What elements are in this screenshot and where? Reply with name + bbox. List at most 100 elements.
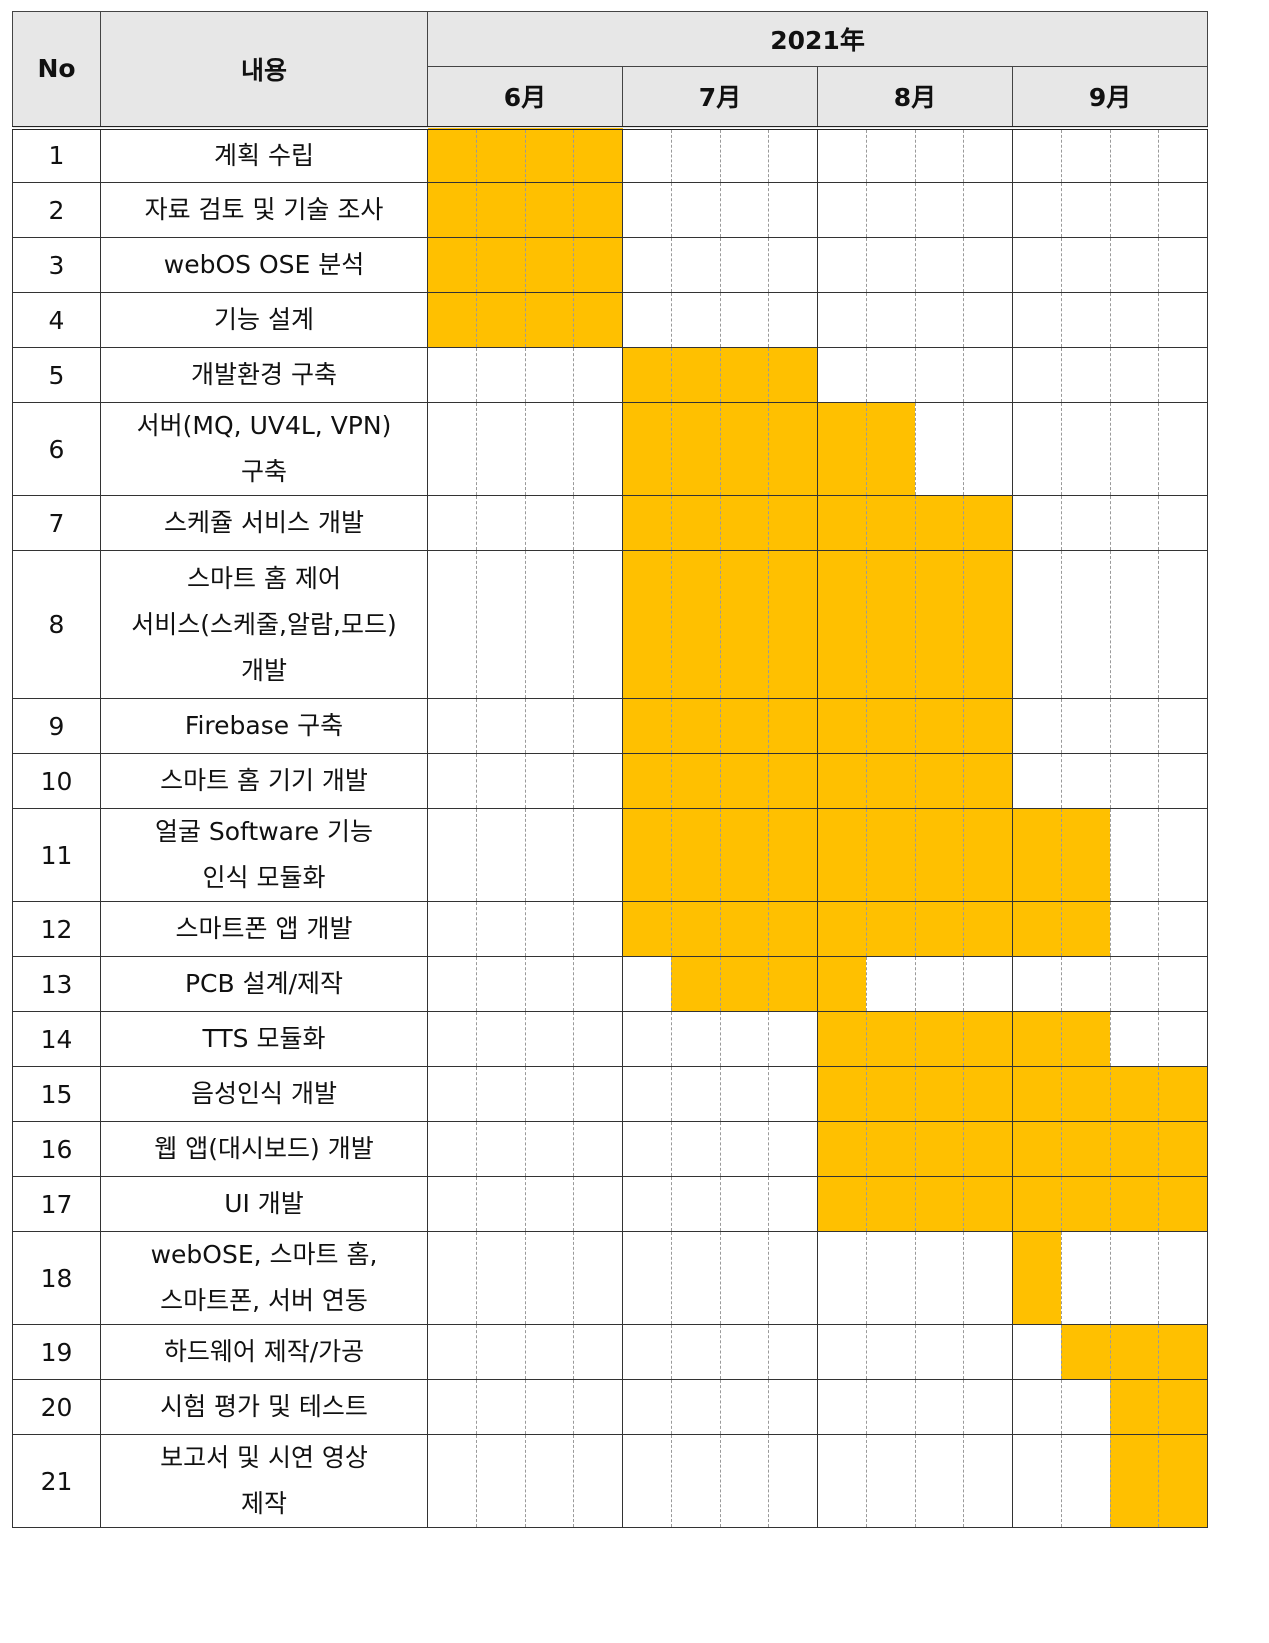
schedule-cell <box>963 1434 1013 1528</box>
schedule-cell <box>1109 1066 1159 1122</box>
schedule-cell <box>865 956 915 1012</box>
schedule-cell <box>865 808 915 902</box>
schedule-cell <box>865 1231 915 1325</box>
schedule-cell <box>914 1324 964 1380</box>
schedule-cell <box>1109 753 1159 809</box>
schedule-cell <box>817 1231 867 1325</box>
schedule-cell <box>963 808 1013 902</box>
schedule-cell <box>622 1176 672 1232</box>
schedule-cell <box>963 1379 1013 1435</box>
task-row: 21 보고서 및 시연 영상 제작 <box>12 1434 1209 1528</box>
schedule-cell <box>1012 495 1062 551</box>
task-row: 20 시험 평가 및 테스트 <box>12 1379 1209 1435</box>
schedule-cell <box>768 495 818 551</box>
schedule-cell <box>524 550 574 699</box>
schedule-cell <box>524 1011 574 1067</box>
task-row: 11 얼굴 Software 기능 인식 모듈화 <box>12 808 1209 902</box>
header-month-jul: 7月 <box>622 66 818 130</box>
schedule-cell <box>670 237 720 293</box>
schedule-cell <box>719 292 769 348</box>
schedule-cell <box>719 901 769 957</box>
schedule-cell <box>719 1379 769 1435</box>
task-name-line: 스마트폰 앱 개발 <box>175 914 353 943</box>
schedule-cell <box>1012 956 1062 1012</box>
schedule-cell <box>1012 808 1062 902</box>
schedule-cell <box>865 1324 915 1380</box>
task-name-line: 하드웨어 제작/가공 <box>163 1337 365 1366</box>
schedule-cell <box>1158 1176 1209 1232</box>
task-name-line: 웹 앱(대시보드) 개발 <box>154 1134 374 1163</box>
schedule-cell <box>524 956 574 1012</box>
schedule-cell <box>914 753 964 809</box>
schedule-cell <box>817 1379 867 1435</box>
schedule-cell <box>1060 1324 1110 1380</box>
schedule-cell <box>427 550 477 699</box>
schedule-cell <box>573 808 623 902</box>
task-name: 시험 평가 및 테스트 <box>100 1379 428 1435</box>
schedule-cell <box>865 1011 915 1067</box>
schedule-cell <box>622 1121 672 1177</box>
schedule-cell <box>963 347 1013 403</box>
schedule-cell <box>817 956 867 1012</box>
schedule-cell <box>1109 1324 1159 1380</box>
schedule-cell <box>817 182 867 238</box>
schedule-cell <box>963 402 1013 496</box>
task-name: 음성인식 개발 <box>100 1066 428 1122</box>
schedule-cell <box>524 698 574 754</box>
task-row: 10 스마트 홈 기기 개발 <box>12 753 1209 809</box>
task-row: 12 스마트폰 앱 개발 <box>12 901 1209 957</box>
header-row-months: 6月 7月 8月 9月 <box>13 66 1209 130</box>
schedule-cell <box>1012 1324 1062 1380</box>
schedule-cell <box>670 1231 720 1325</box>
schedule-cell <box>670 1121 720 1177</box>
schedule-cell <box>963 956 1013 1012</box>
schedule-cell <box>963 698 1013 754</box>
task-number: 9 <box>12 698 101 754</box>
schedule-cell <box>475 347 525 403</box>
schedule-cell <box>817 698 867 754</box>
task-name: webOSE, 스마트 홈, 스마트폰, 서버 연동 <box>100 1231 428 1325</box>
schedule-cell <box>1060 1121 1110 1177</box>
schedule-cell <box>817 292 867 348</box>
task-number: 10 <box>12 753 101 809</box>
schedule-cell <box>475 901 525 957</box>
task-name-line: 스마트 홈 제어 <box>187 563 341 593</box>
task-number: 2 <box>12 182 101 238</box>
schedule-cell <box>914 1434 964 1528</box>
schedule-cell <box>1012 1176 1062 1232</box>
task-name-line: UI 개발 <box>224 1189 304 1218</box>
schedule-cell <box>475 1379 525 1435</box>
header-month-sep: 9月 <box>1011 66 1209 130</box>
schedule-cell <box>524 127 574 183</box>
schedule-cell <box>1109 550 1159 699</box>
task-row: 1 계획 수립 <box>12 127 1209 183</box>
schedule-cell <box>768 1176 818 1232</box>
task-row: 8 스마트 홈 제어 서비스(스케줄,알람,모드) 개발 <box>12 550 1209 699</box>
task-name: 개발환경 구축 <box>100 347 428 403</box>
schedule-cell <box>524 347 574 403</box>
task-name: 자료 검토 및 기술 조사 <box>100 182 428 238</box>
schedule-cell <box>1012 237 1062 293</box>
schedule-cell <box>914 1011 964 1067</box>
schedule-cell <box>573 1324 623 1380</box>
schedule-cell <box>573 956 623 1012</box>
schedule-cell <box>719 1011 769 1067</box>
task-number: 20 <box>12 1379 101 1435</box>
schedule-cell <box>768 1231 818 1325</box>
schedule-cell <box>622 753 672 809</box>
schedule-cell <box>914 495 964 551</box>
header-task: 내용 <box>100 11 428 130</box>
task-name: 보고서 및 시연 영상 제작 <box>100 1434 428 1528</box>
schedule-cell <box>768 808 818 902</box>
schedule-cell <box>817 1121 867 1177</box>
schedule-cell <box>719 1066 769 1122</box>
schedule-cell <box>768 1066 818 1122</box>
schedule-cell <box>914 347 964 403</box>
schedule-cell <box>1060 402 1110 496</box>
schedule-cell <box>670 753 720 809</box>
schedule-cell <box>475 956 525 1012</box>
schedule-cell <box>670 182 720 238</box>
schedule-cell <box>865 901 915 957</box>
schedule-cell <box>622 698 672 754</box>
schedule-cell <box>914 698 964 754</box>
